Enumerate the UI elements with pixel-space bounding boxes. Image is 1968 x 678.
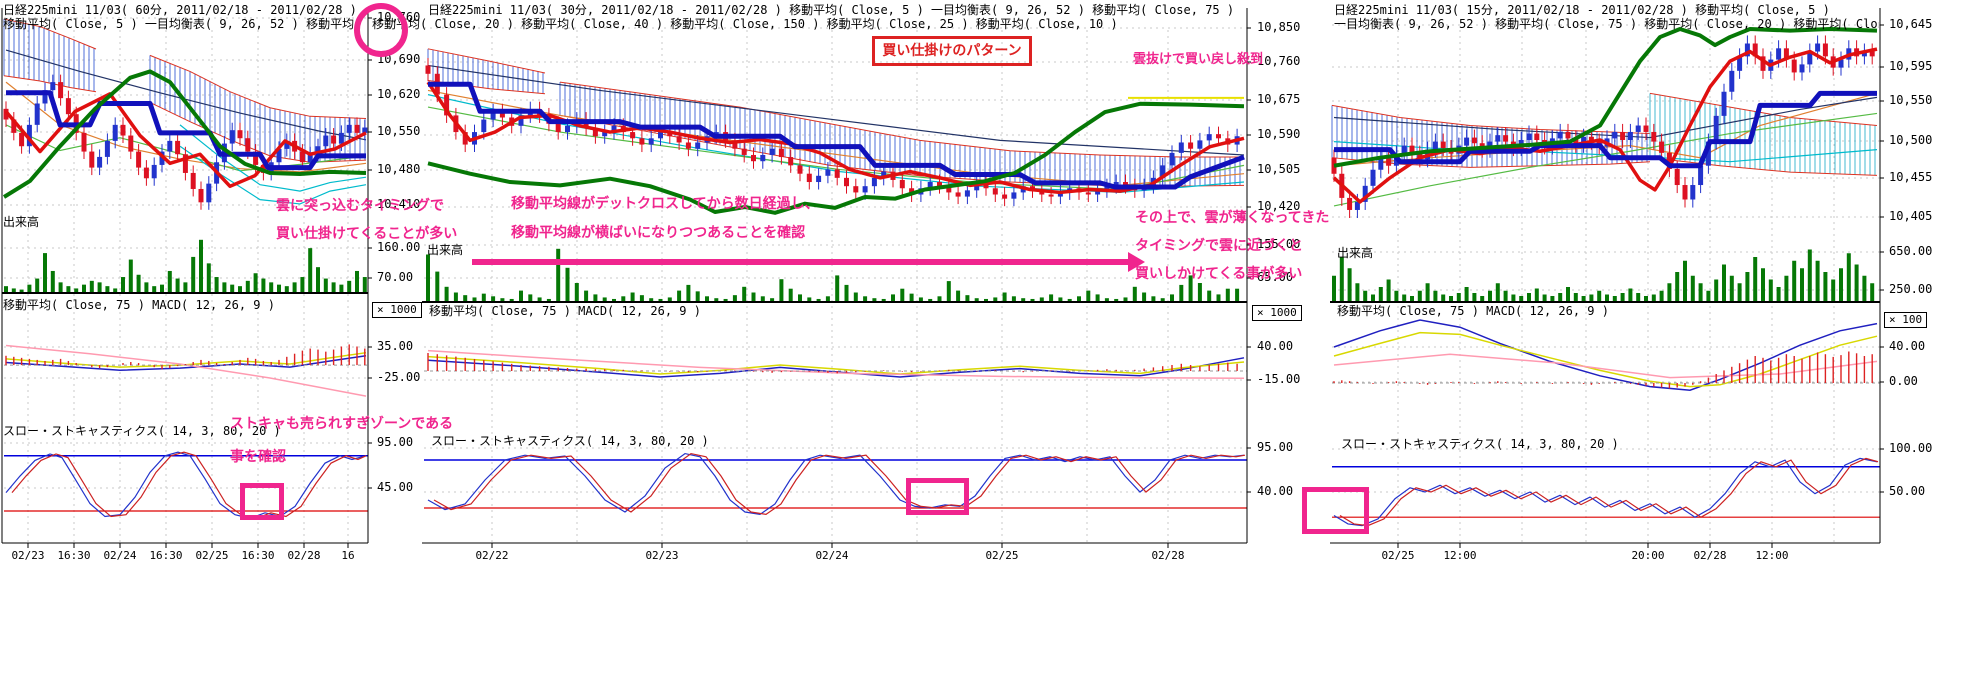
annotation-line: 事を確認	[230, 449, 286, 465]
date-label: 12:00	[1755, 549, 1789, 562]
annotation-left-cloud-note: 雲に突っ込むタイミングで 買い仕掛けてくることが多い	[276, 192, 457, 248]
axis-label: 10,675	[1257, 92, 1301, 106]
axis-label: -25.00	[377, 370, 421, 384]
annotation-ma-crossover-note: 移動平均線がデットクロスしてから数日経過し、 移動平均線が横ばいになりつつあるこ…	[511, 190, 819, 248]
date-label: 02/23	[645, 549, 679, 562]
axis-label: 10,620	[377, 87, 421, 101]
axis-label: 10,645	[1889, 17, 1933, 31]
axis-label: 10,505	[1257, 162, 1301, 176]
axis-label: 10,550	[1889, 93, 1933, 107]
annotation-left-stoch-note: ストキャも売られすぎゾーンである 事を確認	[230, 408, 453, 474]
date-label: 02/25	[985, 549, 1019, 562]
axis-label: 250.00	[1889, 282, 1933, 296]
annotation-kumonuke-text: 雲抜けで買い戻し殺到	[1133, 52, 1264, 67]
axis-label: 10,760	[1257, 54, 1301, 68]
axis-label: 10,595	[1889, 59, 1933, 73]
chart-title-60min: 日経225mini 11/03( 60分, 2011/02/18 - 2011/…	[3, 3, 357, 17]
axis-label: 650.00	[1889, 244, 1933, 258]
date-label: 16:30	[149, 549, 183, 562]
macd-label: 移動平均( Close, 75 ) MACD( 12, 26, 9 )	[429, 304, 701, 318]
macd-label: 移動平均( Close, 75 ) MACD( 12, 26, 9 )	[3, 298, 275, 312]
stochastics-label: スロー・ストキャスティクス( 14, 3, 80, 20 )	[1341, 437, 1619, 451]
axis-label: 10,480	[377, 162, 421, 176]
multiplier-badge: × 100	[1884, 312, 1928, 328]
date-label: 16:30	[241, 549, 275, 562]
annotation-line: その上で、雲が薄くなってきた	[1135, 210, 1330, 226]
multiplier-badge: × 1000	[1252, 305, 1302, 321]
axis-label: 50.00	[1889, 484, 1926, 498]
axis-label: 95.00	[1257, 440, 1294, 454]
axis-label: 10,410	[377, 197, 421, 211]
multiplier-badge: × 1000	[372, 302, 422, 318]
date-label: 02/24	[815, 549, 849, 562]
chart-subtitle-30min: 移動平均( Close, 20 ) 移動平均( Close, 40 ) 移動平均…	[372, 17, 1118, 31]
annotation-line: 買いしかけてくる事が多い	[1135, 266, 1303, 282]
date-label: 02/22	[475, 549, 509, 562]
annotation-highlight-box	[240, 483, 284, 520]
volume-label: 出来高	[1337, 246, 1374, 260]
axis-label: 100.00	[1889, 441, 1933, 455]
axis-label: 10,850	[1257, 20, 1301, 34]
annotation-line: 移動平均線がデットクロスしてから数日経過し、	[511, 196, 819, 212]
axis-label: 10,405	[1889, 209, 1933, 223]
axis-label: 155.00	[1257, 237, 1301, 251]
date-label: 16:30	[57, 549, 91, 562]
axis-label: 0.00	[1889, 374, 1918, 388]
volume-label: 出来高	[427, 243, 464, 257]
date-label: 02/28	[287, 549, 321, 562]
chart-subtitle-60min: 移動平均( Close, 5 ) 一目均衡表( 9, 26, 52 ) 移動平均…	[3, 17, 367, 31]
axis-label: 10,550	[377, 124, 421, 138]
axis-label: 35.00	[377, 339, 414, 353]
annotation-highlight-box	[1302, 487, 1369, 534]
volume-label: 出来高	[3, 215, 40, 229]
annotation-line: タイミングで雲に近づくと	[1135, 238, 1303, 254]
axis-label: 10,500	[1889, 133, 1933, 147]
axis-label: 160.00	[377, 240, 421, 254]
axis-label: 40.00	[1257, 484, 1294, 498]
axis-label: 70.00	[377, 270, 414, 284]
axis-label: 40.00	[1889, 339, 1926, 353]
annotation-line: 雲に突っ込むタイミングで	[276, 198, 444, 214]
annotation-highlight-circle	[354, 3, 408, 57]
annotation-line: 買い仕掛けてくることが多い	[276, 226, 458, 242]
date-label: 02/28	[1693, 549, 1727, 562]
stochastics-label: スロー・ストキャスティクス( 14, 3, 80, 20 )	[3, 424, 281, 438]
date-label: 12:00	[1443, 549, 1477, 562]
date-label: 20:00	[1631, 549, 1665, 562]
annotation-line: ストキャも売られすぎゾーンである	[230, 416, 454, 432]
axis-label: 65.00	[1257, 270, 1294, 284]
stochastics-label: スロー・ストキャスティクス( 14, 3, 80, 20 )	[431, 434, 709, 448]
annotation-horizontal-arrow	[472, 252, 1145, 272]
axis-label: 40.00	[1257, 339, 1294, 353]
axis-label: 95.00	[377, 435, 414, 449]
axis-label: 45.00	[377, 480, 414, 494]
date-label: 02/25	[1381, 549, 1415, 562]
axis-label: 10,590	[1257, 127, 1301, 141]
chart-subtitle-15min: 一目均衡表( 9, 26, 52 ) 移動平均( Close, 75 ) 移動平…	[1334, 17, 1879, 31]
date-label: 02/25	[195, 549, 229, 562]
macd-label: 移動平均( Close, 75 ) MACD( 12, 26, 9 )	[1337, 304, 1609, 318]
date-label: 02/23	[11, 549, 45, 562]
axis-label: 10,420	[1257, 199, 1301, 213]
date-label: 02/28	[1151, 549, 1185, 562]
axis-label: 10,455	[1889, 170, 1933, 184]
annotation-highlight-box	[906, 478, 969, 515]
chart-title-15min: 日経225mini 11/03( 15分, 2011/02/18 - 2011/…	[1334, 3, 1830, 17]
chart-title-30min: 日経225mini 11/03( 30分, 2011/02/18 - 2011/…	[428, 3, 1235, 17]
annotation-line: 移動平均線が横ばいになりつつあることを確認	[511, 225, 806, 241]
annotation-buy-pattern-box: 買い仕掛けのパターン	[872, 36, 1032, 66]
date-label: 02/24	[103, 549, 137, 562]
annotation-right-cloud-note: その上で、雲が薄くなってきた タイミングで雲に近づくと 買いしかけてくる事が多い	[1135, 204, 1329, 288]
date-label: 16	[341, 549, 355, 562]
axis-label: -15.00	[1257, 372, 1301, 386]
